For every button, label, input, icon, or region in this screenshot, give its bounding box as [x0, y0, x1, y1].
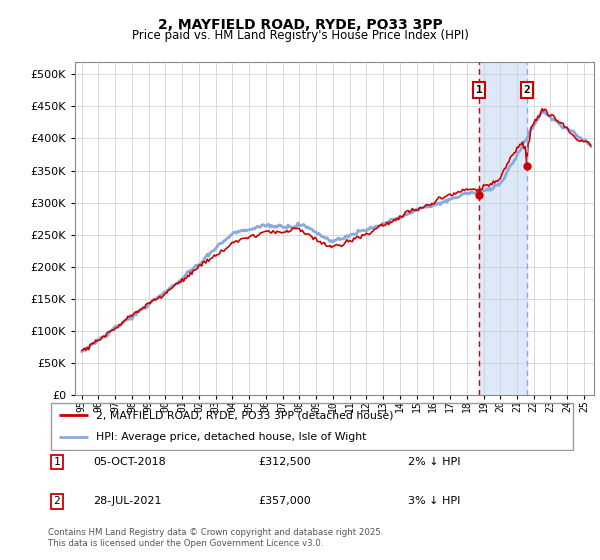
- Text: 2% ↓ HPI: 2% ↓ HPI: [408, 457, 461, 467]
- Text: 2: 2: [53, 496, 61, 506]
- Text: £312,500: £312,500: [258, 457, 311, 467]
- Text: Price paid vs. HM Land Registry's House Price Index (HPI): Price paid vs. HM Land Registry's House …: [131, 29, 469, 42]
- Text: 2: 2: [523, 85, 530, 95]
- Text: 28-JUL-2021: 28-JUL-2021: [93, 496, 161, 506]
- Bar: [479, 62, 527, 395]
- Text: £357,000: £357,000: [258, 496, 311, 506]
- Text: Contains HM Land Registry data © Crown copyright and database right 2025.
This d: Contains HM Land Registry data © Crown c…: [48, 528, 383, 548]
- Text: 3% ↓ HPI: 3% ↓ HPI: [408, 496, 460, 506]
- Text: 1: 1: [476, 85, 482, 95]
- Text: 2, MAYFIELD ROAD, RYDE, PO33 3PP (detached house): 2, MAYFIELD ROAD, RYDE, PO33 3PP (detach…: [95, 410, 393, 421]
- Text: 1: 1: [53, 457, 61, 467]
- Text: 05-OCT-2018: 05-OCT-2018: [93, 457, 166, 467]
- Text: 2, MAYFIELD ROAD, RYDE, PO33 3PP: 2, MAYFIELD ROAD, RYDE, PO33 3PP: [158, 18, 442, 32]
- Text: HPI: Average price, detached house, Isle of Wight: HPI: Average price, detached house, Isle…: [95, 432, 366, 442]
